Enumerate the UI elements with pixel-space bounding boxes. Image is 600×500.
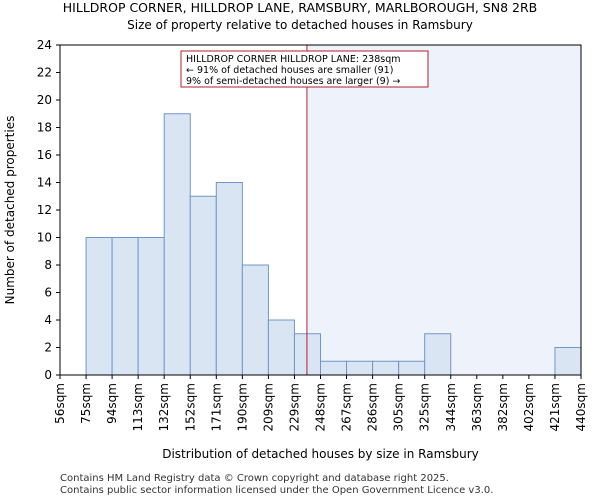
footer-line-1: Contains HM Land Registry data © Crown c… xyxy=(60,473,449,484)
y-tick-label: 10 xyxy=(37,231,52,245)
x-tick-label: 152sqm xyxy=(183,383,197,431)
histogram-bar xyxy=(554,347,582,376)
chart-subtitle: Size of property relative to detached ho… xyxy=(127,18,473,32)
x-tick-label: 132sqm xyxy=(157,383,171,431)
chart-title: HILLDROP CORNER, HILLDROP LANE, RAMSBURY… xyxy=(62,0,538,15)
y-tick-label: 6 xyxy=(44,286,52,300)
histogram-bar xyxy=(189,195,217,376)
histogram-bar xyxy=(163,113,191,376)
y-tick-label: 4 xyxy=(44,313,52,327)
x-tick-label: 113sqm xyxy=(131,383,145,431)
x-tick-label: 209sqm xyxy=(261,383,275,431)
y-tick-label: 14 xyxy=(37,176,52,190)
annotation-line: ← 91% of detached houses are smaller (91… xyxy=(186,65,393,76)
x-tick-label: 382sqm xyxy=(496,383,510,431)
x-tick-label: 248sqm xyxy=(314,383,328,431)
x-tick-label: 94sqm xyxy=(105,383,119,424)
y-tick-label: 22 xyxy=(37,66,52,80)
x-tick-label: 229sqm xyxy=(287,383,301,431)
histogram-bar xyxy=(346,360,374,376)
histogram-bar xyxy=(85,237,113,376)
y-tick-label: 16 xyxy=(37,148,52,162)
x-tick-label: 402sqm xyxy=(522,383,536,431)
y-axis-label: Number of detached properties xyxy=(3,116,17,305)
x-tick-label: 344sqm xyxy=(444,383,458,431)
y-tick-label: 20 xyxy=(37,93,52,107)
histogram-bar xyxy=(293,333,322,376)
x-tick-label: 421sqm xyxy=(548,383,562,431)
footer-line-2: Contains public sector information licen… xyxy=(60,485,494,496)
annotation-line: HILLDROP CORNER HILLDROP LANE: 238sqm xyxy=(186,54,401,65)
histogram-bar xyxy=(111,237,139,376)
histogram-bar xyxy=(137,237,165,376)
y-tick-label: 12 xyxy=(37,203,52,217)
x-tick-label: 190sqm xyxy=(235,383,249,431)
x-tick-label: 440sqm xyxy=(574,383,588,431)
x-tick-label: 286sqm xyxy=(366,383,380,431)
x-tick-label: 56sqm xyxy=(53,383,67,424)
histogram-bar xyxy=(241,264,269,376)
x-tick-label: 75sqm xyxy=(79,383,93,424)
x-tick-label: 325sqm xyxy=(418,383,432,431)
y-tick-label: 2 xyxy=(44,341,52,355)
histogram-bar xyxy=(267,319,295,376)
x-tick-label: 305sqm xyxy=(392,383,406,431)
x-tick-label: 267sqm xyxy=(340,383,354,431)
annotation-line: 9% of semi-detached houses are larger (9… xyxy=(186,76,400,87)
histogram-bar xyxy=(424,333,452,376)
histogram-bar xyxy=(372,360,400,376)
y-tick-label: 24 xyxy=(37,38,52,52)
annotation-box xyxy=(180,50,429,88)
histogram-bar xyxy=(215,182,243,376)
histogram-bar xyxy=(320,360,348,376)
y-tick-label: 18 xyxy=(37,121,52,135)
x-tick-label: 363sqm xyxy=(470,383,484,431)
x-axis-label: Distribution of detached houses by size … xyxy=(162,447,479,461)
x-tick-label: 171sqm xyxy=(209,383,223,431)
histogram-bar xyxy=(398,360,426,376)
highlight-region xyxy=(306,45,581,375)
y-tick-label: 8 xyxy=(44,258,52,272)
y-tick-label: 0 xyxy=(44,368,52,382)
